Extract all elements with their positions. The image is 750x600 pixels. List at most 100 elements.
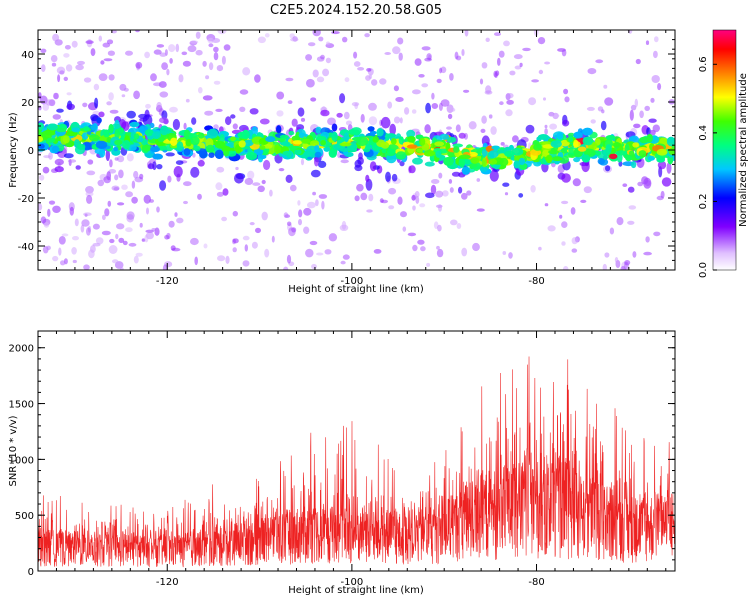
colorbar-tick-label: 0.6 [698,56,709,72]
noise-speckle [59,70,65,75]
noise-speckle [125,50,133,56]
noise-speckle [114,157,119,161]
band-blob [56,127,67,133]
noise-speckle [415,195,420,204]
band-blob [288,130,295,136]
noise-speckle [52,114,61,120]
noise-speckle [371,79,378,86]
band-blob [481,148,488,157]
band-blob [141,144,151,152]
noise-speckle [326,41,330,46]
noise-speckle [503,40,510,47]
noise-speckle [393,116,401,124]
noise-speckle [379,198,384,203]
noise-speckle [164,235,170,240]
noise-speckle [208,43,214,48]
noise-speckle [368,102,377,111]
noise-speckle [45,99,54,106]
halo-speckle [336,112,343,118]
noise-speckle [121,94,126,98]
noise-speckle [436,245,440,250]
halo-speckle [320,109,330,117]
noise-speckle [115,233,119,240]
noise-speckle [144,51,151,59]
noise-speckle [65,64,73,72]
noise-speckle [47,208,51,217]
noise-speckle [108,169,117,174]
band-blob [207,128,219,139]
noise-speckle [544,61,551,65]
noise-speckle [208,62,214,71]
noise-speckle [158,81,167,88]
noise-speckle [72,236,79,241]
noise-speckle [397,196,403,205]
spectrogram-heatmap [38,30,675,270]
noise-speckle [360,192,368,201]
halo-speckle [562,119,570,127]
noise-speckle [150,73,157,82]
band-blob [568,136,574,143]
noise-speckle [111,30,117,34]
noise-speckle [392,46,401,55]
noise-speckle [439,67,443,74]
noise-speckle [58,236,66,245]
noise-speckle [435,190,444,198]
band-blob [470,157,480,164]
band-blob [381,148,387,154]
band-blob [46,137,56,143]
noise-speckle [285,77,294,82]
halo-speckle [225,116,232,126]
noise-speckle [312,69,319,78]
snr-panel: -120 -100 -80 0 500 1000 1500 2000 Height of st… [8,330,676,596]
noise-speckle [466,190,472,196]
band-blob [108,124,114,134]
y-tick-label: 500 [15,511,34,522]
halo-speckle [518,193,524,198]
band-blob [353,129,360,136]
halo-speckle [408,165,416,174]
band-blob [343,132,350,143]
halo-speckle [172,118,180,131]
noise-speckle [255,227,261,234]
halo-speckle [358,152,363,160]
noise-speckle [82,102,88,108]
halo-speckle [424,124,431,134]
band-blob [328,149,337,158]
noise-speckle [107,200,112,207]
noise-speckle [92,223,100,230]
band-blob [301,138,311,144]
noise-speckle [86,227,91,236]
halo-speckle [317,160,327,168]
band-blob [128,144,137,151]
noise-speckle [122,240,128,246]
noise-speckle [182,60,191,67]
noise-speckle [438,204,442,212]
halo-speckle [339,93,346,104]
noise-speckle [52,255,59,262]
band-blob [390,138,397,145]
halo-speckle [165,152,175,157]
noise-speckle [190,237,199,246]
noise-speckle [254,74,261,83]
band-blob [331,123,338,132]
band-blob [412,157,423,165]
halo-speckle [222,188,229,196]
noise-speckle [83,77,92,83]
halo-speckle [90,114,99,122]
noise-speckle [604,252,610,258]
noise-speckle [187,45,197,53]
noise-speckle [141,238,146,242]
noise-speckle [249,222,255,226]
noise-speckle [185,98,190,103]
noise-speckle [205,75,210,80]
noise-speckle [40,216,47,224]
halo-speckle [425,192,435,199]
noise-speckle [559,214,563,219]
noise-speckle [426,262,431,267]
noise-speckle [203,243,208,249]
band-blob [282,150,293,156]
noise-speckle [121,184,128,190]
noise-speckle [645,236,650,243]
band-blob [214,149,224,159]
noise-speckle [595,59,604,64]
